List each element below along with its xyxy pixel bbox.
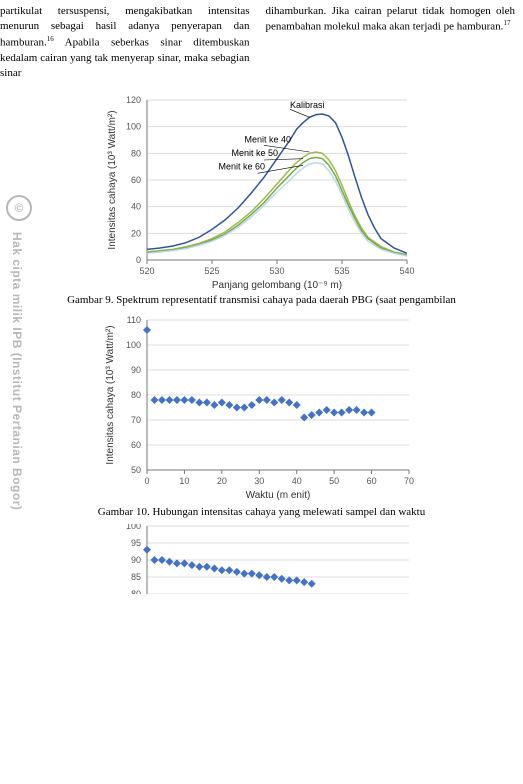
svg-text:80: 80 bbox=[130, 148, 140, 158]
figure-10-chart: 50 60 70 80 90 100 110 0 10 20 30 40 50 60 70 Waktu (m … bbox=[92, 312, 432, 502]
figure-10: 50 60 70 80 90 100 110 0 10 20 30 40 50 60 70 Waktu (m … bbox=[0, 312, 523, 524]
svg-text:85: 85 bbox=[130, 572, 140, 582]
svg-text:100: 100 bbox=[125, 121, 140, 131]
svg-text:95: 95 bbox=[130, 538, 140, 548]
svg-text:30: 30 bbox=[254, 476, 264, 486]
svg-text:20: 20 bbox=[216, 476, 226, 486]
svg-text:90: 90 bbox=[130, 365, 140, 375]
svg-text:60: 60 bbox=[130, 175, 140, 185]
svg-text:120: 120 bbox=[125, 95, 140, 105]
svg-text:90: 90 bbox=[130, 555, 140, 565]
svg-text:100: 100 bbox=[125, 524, 140, 531]
figure-9-chart: 0 20 40 60 80 100 120 520 525 530 535 540 Kalibrasi M… bbox=[97, 90, 427, 290]
svg-text:100: 100 bbox=[125, 340, 140, 350]
svg-text:40: 40 bbox=[291, 476, 301, 486]
svg-text:70: 70 bbox=[130, 415, 140, 425]
copyright-icon: © bbox=[6, 195, 32, 221]
svg-text:530: 530 bbox=[269, 266, 284, 276]
svg-text:20: 20 bbox=[130, 228, 140, 238]
body-text: partikulat tersuspensi, mengakibatkan in… bbox=[0, 0, 523, 82]
svg-text:60: 60 bbox=[366, 476, 376, 486]
svg-text:70: 70 bbox=[403, 476, 413, 486]
svg-text:Menit ke 40: Menit ke 40 bbox=[244, 134, 291, 144]
svg-text:525: 525 bbox=[204, 266, 219, 276]
svg-text:50: 50 bbox=[130, 465, 140, 475]
svg-text:10: 10 bbox=[179, 476, 189, 486]
svg-text:110: 110 bbox=[126, 315, 140, 325]
svg-text:Menit ke 50: Menit ke 50 bbox=[231, 148, 278, 158]
svg-text:0: 0 bbox=[135, 255, 140, 265]
svg-text:Menit ke 60: Menit ke 60 bbox=[218, 161, 265, 171]
ref-17: 17 bbox=[503, 19, 510, 27]
right-column: dihamburkan. Jika cairan pelarut tidak h… bbox=[266, 4, 516, 82]
svg-text:Intensitas cahaya (10³ Watt/m²: Intensitas cahaya (10³ Watt/m²) bbox=[107, 110, 118, 249]
svg-text:0: 0 bbox=[144, 476, 149, 486]
figure-10-caption: Gambar 10. Hubungan intensitas cahaya ya… bbox=[98, 506, 425, 518]
svg-text:Waktu (m enit): Waktu (m enit) bbox=[245, 490, 310, 501]
svg-text:Panjang gelombang (10⁻⁹ m): Panjang gelombang (10⁻⁹ m) bbox=[211, 280, 341, 290]
svg-text:535: 535 bbox=[334, 266, 349, 276]
svg-text:540: 540 bbox=[399, 266, 414, 276]
right-text: dihamburkan. Jika cairan pelarut tidak h… bbox=[266, 5, 516, 33]
svg-text:50: 50 bbox=[329, 476, 339, 486]
svg-text:60: 60 bbox=[130, 440, 140, 450]
figure-11-chart: 80 85 90 95 100 bbox=[92, 524, 432, 594]
ref-16: 16 bbox=[47, 35, 54, 43]
svg-text:Intensitas cahaya (10³ Watt/m²: Intensitas cahaya (10³ Watt/m²) bbox=[105, 325, 116, 464]
left-column: partikulat tersuspensi, mengakibatkan in… bbox=[0, 4, 250, 82]
svg-text:40: 40 bbox=[130, 201, 140, 211]
watermark-text: Hak cipta milik IPB (Institut Pertanian … bbox=[10, 232, 24, 562]
copyright-symbol: © bbox=[15, 201, 24, 215]
figure-9: 0 20 40 60 80 100 120 520 525 530 535 540 Kalibrasi M… bbox=[0, 90, 523, 312]
svg-text:520: 520 bbox=[139, 266, 154, 276]
figure-11-partial: 80 85 90 95 100 bbox=[0, 524, 523, 594]
svg-text:Kalibrasi: Kalibrasi bbox=[290, 100, 325, 110]
svg-text:80: 80 bbox=[130, 589, 140, 594]
svg-text:80: 80 bbox=[130, 390, 140, 400]
figure-9-caption: Gambar 9. Spektrum representatif transmi… bbox=[67, 294, 456, 306]
